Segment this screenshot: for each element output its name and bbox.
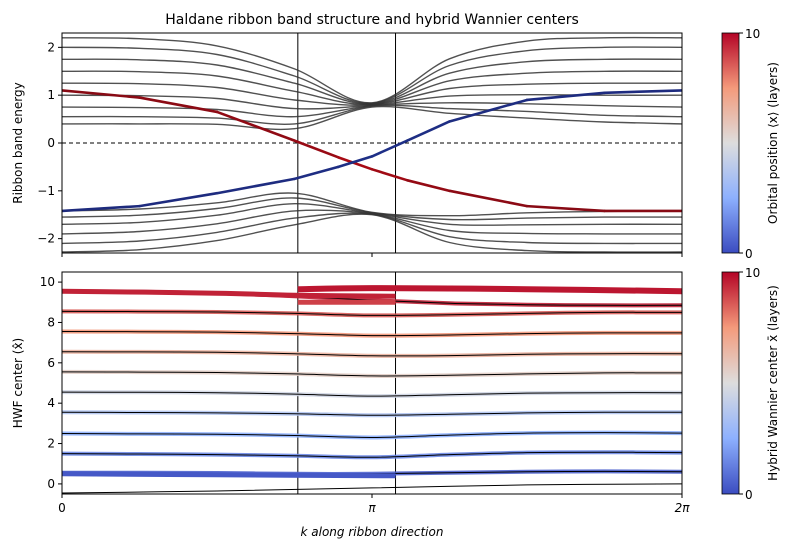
bottom-xtick-label-1: π: [368, 501, 376, 515]
hwf-line-1: [62, 451, 682, 458]
hwf-lower-trace: [62, 483, 682, 494]
edge-state-right-segment-8: [525, 204, 606, 213]
edge-state-right-segment-2: [215, 110, 296, 142]
colorbar-bottom-label: Hybrid Wannier center x̄ (layers): [766, 285, 780, 481]
top-ytick-label-4: 2: [47, 40, 55, 54]
edge-state-left-segment-9: [603, 89, 682, 95]
figure-title: Haldane ribbon band structure and hybrid…: [165, 12, 579, 28]
hwf-edge-segment-0: [62, 288, 396, 299]
bottom-ytick-label-3: 6: [47, 356, 55, 370]
colorbar-bottom-gradient: [721, 271, 740, 495]
hwf-line-2: [62, 432, 682, 439]
valence-band-5: [62, 213, 682, 253]
top-ytick-label-3: 1: [47, 88, 55, 102]
hwf-line-4: [62, 391, 682, 397]
edge-state-left-segment-1: [138, 191, 219, 208]
bottom-ytick-label-4: 8: [47, 315, 55, 329]
hwf-ylabel: HWF center (x̂): [11, 338, 25, 429]
edge-state-right: [62, 89, 682, 213]
colorbar-bottom-max: 10: [745, 266, 760, 280]
edge-state-right-segment-0: [62, 89, 141, 99]
conduction-band-6: [62, 58, 682, 105]
colorbar-top-min: 0: [745, 247, 753, 261]
conduction-band-0: [62, 105, 682, 131]
edge-state-right-segment-4: [336, 156, 374, 171]
hwf-xlabel: k along ribbon direction: [301, 525, 444, 539]
edge-state-left-segment-6: [406, 120, 451, 142]
colorbar-top-max: 10: [745, 27, 760, 41]
hwf-line-5: [62, 371, 682, 377]
edge-state-left-segment-2: [215, 177, 296, 195]
hwf-edge-segment-3: [62, 471, 396, 479]
hwf-line-7: [62, 331, 682, 337]
bottom-ytick-label-1: 2: [47, 437, 55, 451]
edge-state-left: [62, 89, 682, 213]
edge-state-left-segment-7: [448, 98, 529, 123]
hwf-panel: 0 2 4 6 8 10 0 π 2π HWF center (x̂) k along ribb…: [11, 271, 691, 539]
top-ytick-label-0: −2: [37, 232, 55, 246]
hwf-band-2: [62, 430, 682, 440]
hwf-band-1: [62, 450, 682, 460]
bottom-ytick-label-5: 10: [40, 275, 55, 289]
bottom-ytick-label-2: 4: [47, 396, 55, 410]
colorbar-bottom: 10 0 Hybrid Wannier center x̄ (layers): [721, 266, 780, 502]
edge-state-left-segment-3: [293, 165, 340, 181]
hwf-line-6: [62, 351, 682, 357]
top-ytick-label-2: 0: [47, 136, 55, 150]
bottom-xtick-label-0: 0: [58, 501, 66, 515]
edge-state-left-segment-4: [336, 155, 374, 169]
colorbar-top-gradient: [721, 32, 740, 254]
colorbar-top: 10 0 Orbital position ⟨x⟩ (layers): [721, 27, 780, 261]
hwf-line-8: [62, 310, 682, 316]
hwf-edge-segment-2: [297, 285, 682, 295]
hwf-line-3: [62, 411, 682, 416]
colorbar-bottom-min: 0: [745, 488, 753, 502]
top-ytick-label-1: −1: [37, 184, 55, 198]
edge-state-right-segment-3: [293, 139, 340, 159]
edge-state-left-segment-5: [370, 139, 409, 158]
bottom-ytick-label-0: 0: [47, 477, 55, 491]
edge-state-right-segment-1: [138, 96, 219, 114]
edge-state-left-segment-0: [62, 204, 141, 213]
conduction-band-8: [62, 36, 682, 104]
band-structure-ylabel: Ribbon band energy: [11, 82, 25, 204]
edge-state-right-segment-5: [370, 168, 409, 182]
edge-state-left-segment-8: [525, 91, 606, 102]
edge-state-right-segment-7: [448, 189, 529, 208]
bottom-xtick-label-2: 2π: [675, 501, 691, 515]
colorbar-top-label: Orbital position ⟨x⟩ (layers): [766, 62, 780, 224]
band-structure-panel: −2 −1 0 1 2 Ribbon band energy: [11, 32, 683, 257]
edge-state-right-segment-6: [406, 179, 451, 193]
